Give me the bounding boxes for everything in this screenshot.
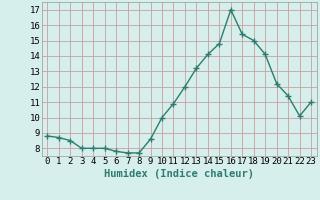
X-axis label: Humidex (Indice chaleur): Humidex (Indice chaleur) bbox=[104, 169, 254, 179]
